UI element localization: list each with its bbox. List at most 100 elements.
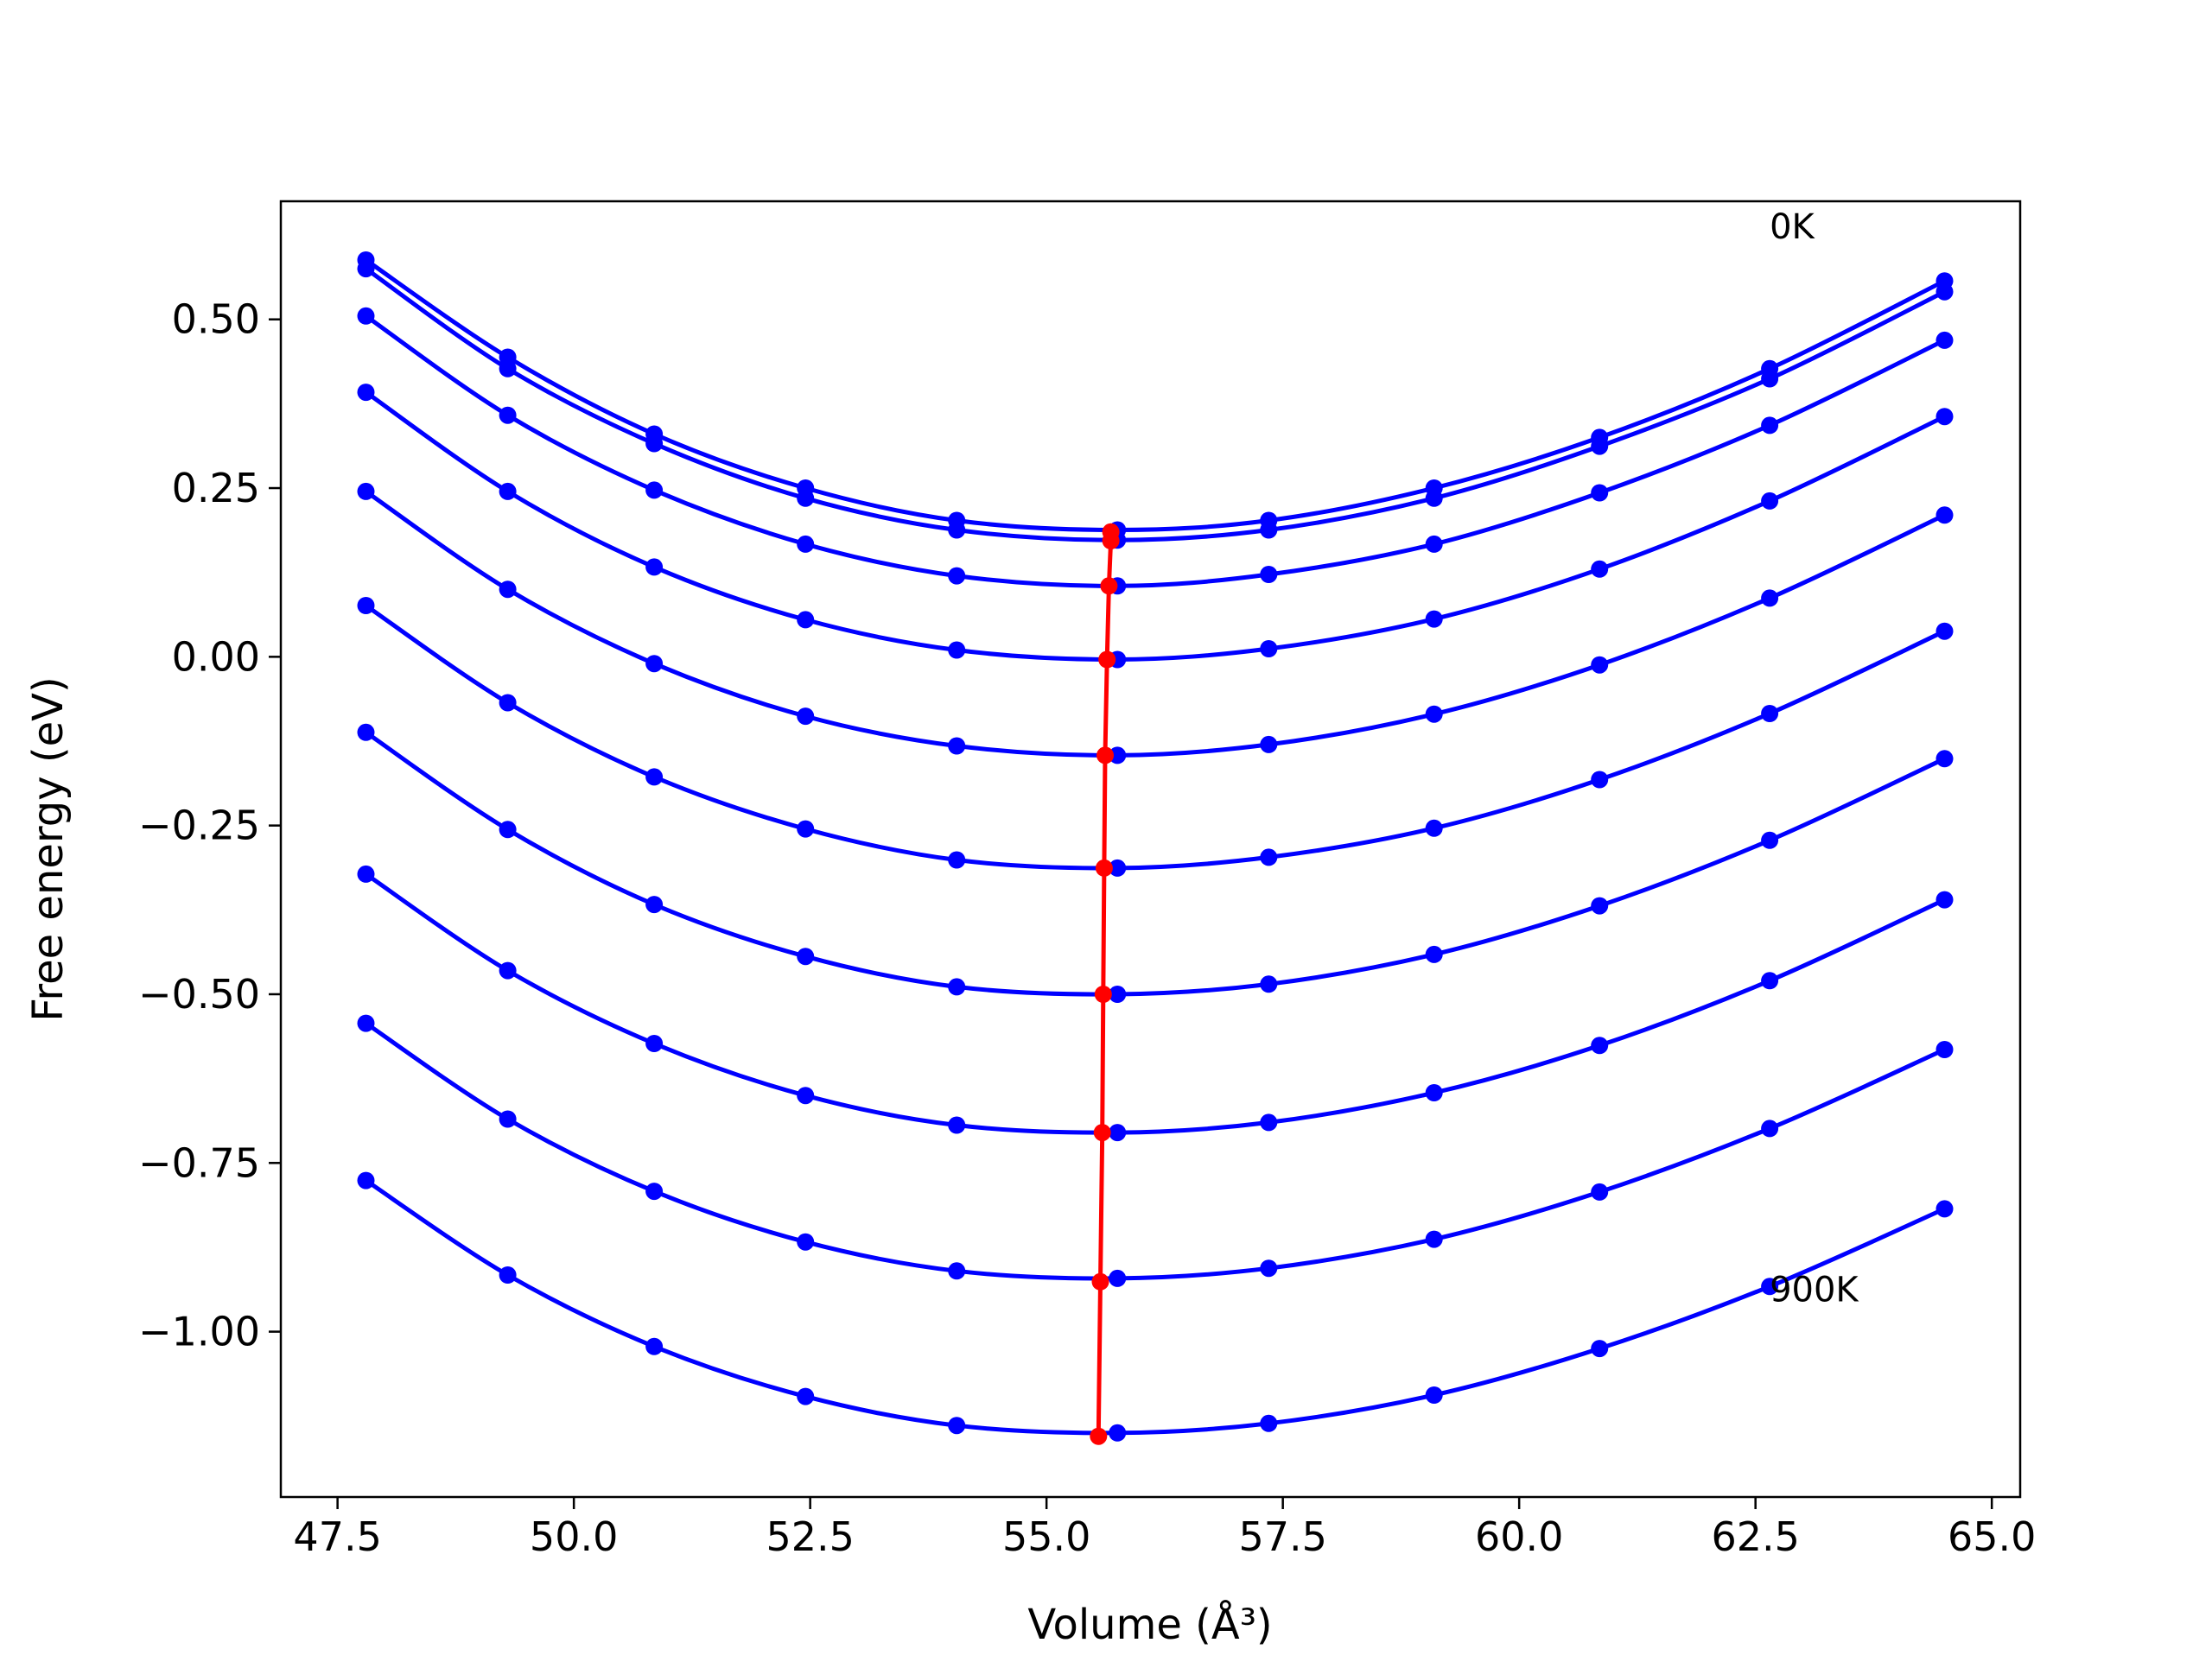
- data-point: [1425, 1084, 1443, 1101]
- data-point: [797, 611, 815, 629]
- data-point: [1260, 521, 1278, 539]
- series-2: [357, 307, 1954, 595]
- data-point: [948, 737, 966, 755]
- x-axis: 47.5 50.0 52.5 55.0 57.5 60.0 62.5 65.0: [293, 1497, 2036, 1560]
- y-axis-label: Free energy (eV): [24, 676, 73, 1021]
- data-point: [1591, 1340, 1609, 1358]
- series-9: [357, 1171, 1954, 1442]
- data-point: [797, 820, 815, 838]
- y-tick-label: −0.75: [138, 1139, 260, 1186]
- data-point: [1761, 370, 1779, 388]
- data-point: [1936, 622, 1954, 640]
- minimum-point: [1095, 859, 1113, 877]
- series-1: [357, 260, 1954, 549]
- data-point: [948, 851, 966, 869]
- x-tick-label: 65.0: [1948, 1513, 2036, 1560]
- data-point: [1591, 897, 1609, 915]
- data-point: [645, 1035, 664, 1052]
- data-point: [357, 384, 375, 402]
- data-point: [1109, 746, 1127, 764]
- series-5: [357, 597, 1954, 877]
- data-point: [499, 580, 517, 599]
- data-point: [499, 1266, 517, 1284]
- data-point: [1260, 975, 1278, 993]
- data-point: [797, 948, 815, 966]
- data-point: [1936, 331, 1954, 349]
- x-tick-label: 50.0: [530, 1513, 618, 1560]
- data-point: [357, 1171, 375, 1189]
- data-point: [499, 961, 517, 980]
- data-point: [1109, 986, 1127, 1003]
- series-8: [357, 1014, 1954, 1287]
- annotation-1: 900K: [1770, 1270, 1859, 1310]
- series-7: [357, 865, 1954, 1142]
- data-point: [357, 307, 375, 325]
- data-point: [1260, 1414, 1278, 1432]
- data-point: [645, 1183, 664, 1201]
- data-point: [1591, 1037, 1609, 1055]
- data-point: [499, 359, 517, 377]
- data-point: [948, 1417, 966, 1435]
- minimum-point: [1094, 986, 1112, 1003]
- data-point: [1109, 859, 1127, 877]
- data-point: [645, 558, 664, 576]
- data-point: [1425, 610, 1443, 628]
- data-point: [1936, 282, 1954, 301]
- x-tick-label: 52.5: [766, 1513, 854, 1560]
- y-tick-label: −0.50: [138, 971, 260, 1018]
- data-point: [1425, 1230, 1443, 1248]
- data-point: [357, 482, 375, 500]
- data-point: [1425, 819, 1443, 837]
- data-point: [1109, 1424, 1127, 1442]
- data-point: [645, 655, 664, 673]
- annotation-0: 0K: [1770, 207, 1815, 247]
- data-point: [1761, 492, 1779, 510]
- data-point: [499, 1110, 517, 1128]
- data-point: [1260, 640, 1278, 657]
- minimum-point: [1102, 532, 1120, 549]
- data-point: [797, 1233, 815, 1251]
- data-point: [1936, 1041, 1954, 1058]
- minimum-line: [1096, 531, 1114, 1437]
- data-point: [1761, 705, 1779, 722]
- minimum-point: [1091, 1272, 1109, 1291]
- data-point: [1591, 560, 1609, 578]
- data-point: [948, 567, 966, 585]
- data-point: [1591, 656, 1609, 674]
- data-point: [1425, 705, 1443, 723]
- data-point: [1936, 408, 1954, 426]
- data-point: [1260, 1113, 1278, 1132]
- data-point: [1109, 1124, 1127, 1142]
- data-point: [948, 978, 966, 996]
- data-point: [645, 896, 664, 914]
- x-tick-label: 55.0: [1002, 1513, 1090, 1560]
- data-point: [1425, 535, 1443, 553]
- minimum-point: [1100, 577, 1118, 595]
- data-point: [1260, 735, 1278, 753]
- y-tick-label: −0.25: [138, 802, 260, 849]
- data-point: [948, 521, 966, 539]
- minimum-point: [1098, 650, 1116, 669]
- data-point: [645, 1337, 664, 1355]
- y-tick-label: 0.00: [172, 633, 260, 680]
- data-point: [1761, 589, 1779, 607]
- data-point: [1260, 1259, 1278, 1278]
- data-point: [1936, 506, 1954, 524]
- data-point: [645, 768, 664, 786]
- data-point: [499, 821, 517, 839]
- data-point: [499, 694, 517, 712]
- annotations: 0K 900K: [1770, 207, 1859, 1310]
- x-tick-label: 47.5: [293, 1513, 381, 1560]
- data-point: [797, 707, 815, 726]
- data-point: [1591, 1183, 1609, 1201]
- series-4: [357, 482, 1954, 764]
- data-point: [797, 1387, 815, 1405]
- data-point: [1936, 750, 1954, 768]
- data-point: [797, 489, 815, 507]
- series-layer: [357, 251, 1954, 1442]
- series-6: [357, 723, 1954, 1003]
- minimum-point: [1093, 1124, 1111, 1142]
- y-tick-label: −1.00: [138, 1309, 260, 1355]
- data-point: [357, 260, 375, 278]
